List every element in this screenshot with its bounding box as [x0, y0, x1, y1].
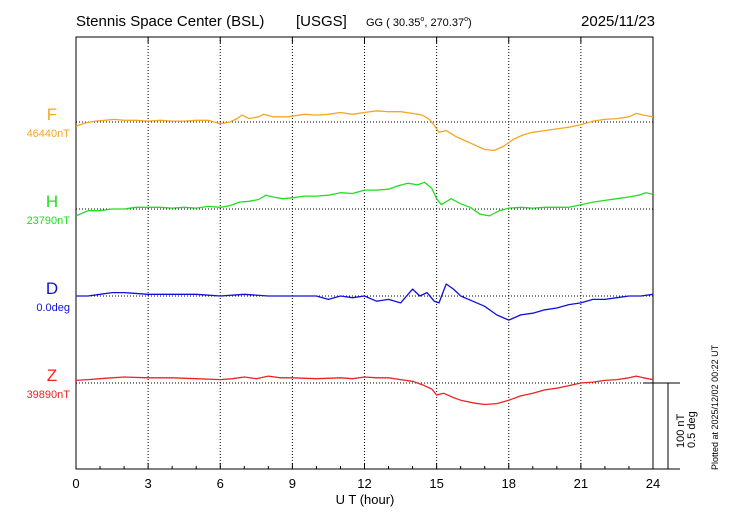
x-tick-label: 3 [145, 476, 152, 491]
coordinates: GG ( 30.35o, 270.37o) [366, 16, 472, 29]
x-axis: 0 3 6 9 12 15 18 21 24 [72, 37, 660, 491]
x-tick-label: 21 [574, 476, 588, 491]
series-name-d: D [46, 279, 58, 298]
series-name-z: Z [47, 366, 57, 385]
header: Stennis Space Center (BSL) [USGS] GG ( 3… [76, 13, 655, 30]
x-tick-label: 18 [502, 476, 516, 491]
series-baseline-value-d: 0.0deg [36, 302, 70, 314]
grid [147, 37, 582, 469]
x-axis-label: U T (hour) [336, 492, 395, 507]
series-baseline-value-h: 23790nT [27, 215, 71, 227]
series-lines [75, 110, 654, 406]
scale-bar-nT: 100 nT [675, 413, 687, 448]
plot-date: 2025/11/23 [581, 13, 655, 30]
scale-bar-deg: 0.5 deg [686, 411, 698, 448]
station-name: Stennis Space Center (BSL) [76, 13, 264, 30]
x-tick-label: 15 [429, 476, 443, 491]
x-tick-label: 24 [646, 476, 660, 491]
network-label: [USGS] [296, 13, 347, 30]
x-tick-label: 9 [289, 476, 296, 491]
plotted-at-note: Plotted at 2025/12/02 00:22 UT [710, 344, 720, 470]
series-line-d [76, 283, 654, 321]
series-name-h: H [46, 192, 58, 211]
series-name-f: F [47, 105, 57, 124]
coords-suffix: ) [468, 17, 472, 29]
series-labels: F 46440nT H 23790nT D 0.0deg Z 39890nT [27, 105, 71, 401]
scale-bar: 100 nT 0.5 deg [644, 382, 698, 470]
x-tick-label: 6 [217, 476, 224, 491]
series-line-z [75, 375, 654, 406]
series-baseline-value-z: 39890nT [27, 389, 71, 401]
x-tick-label: 12 [357, 476, 371, 491]
degree-mark: o [420, 16, 424, 23]
degree-mark: o [464, 16, 468, 23]
series-baseline-value-f: 46440nT [27, 128, 71, 140]
coords-prefix: GG ( 30.35 [366, 17, 420, 29]
series-line-h [75, 181, 654, 217]
x-tick-label: 0 [72, 476, 79, 491]
series-line-f [75, 110, 654, 152]
coords-mid: , 270.37 [424, 17, 464, 29]
